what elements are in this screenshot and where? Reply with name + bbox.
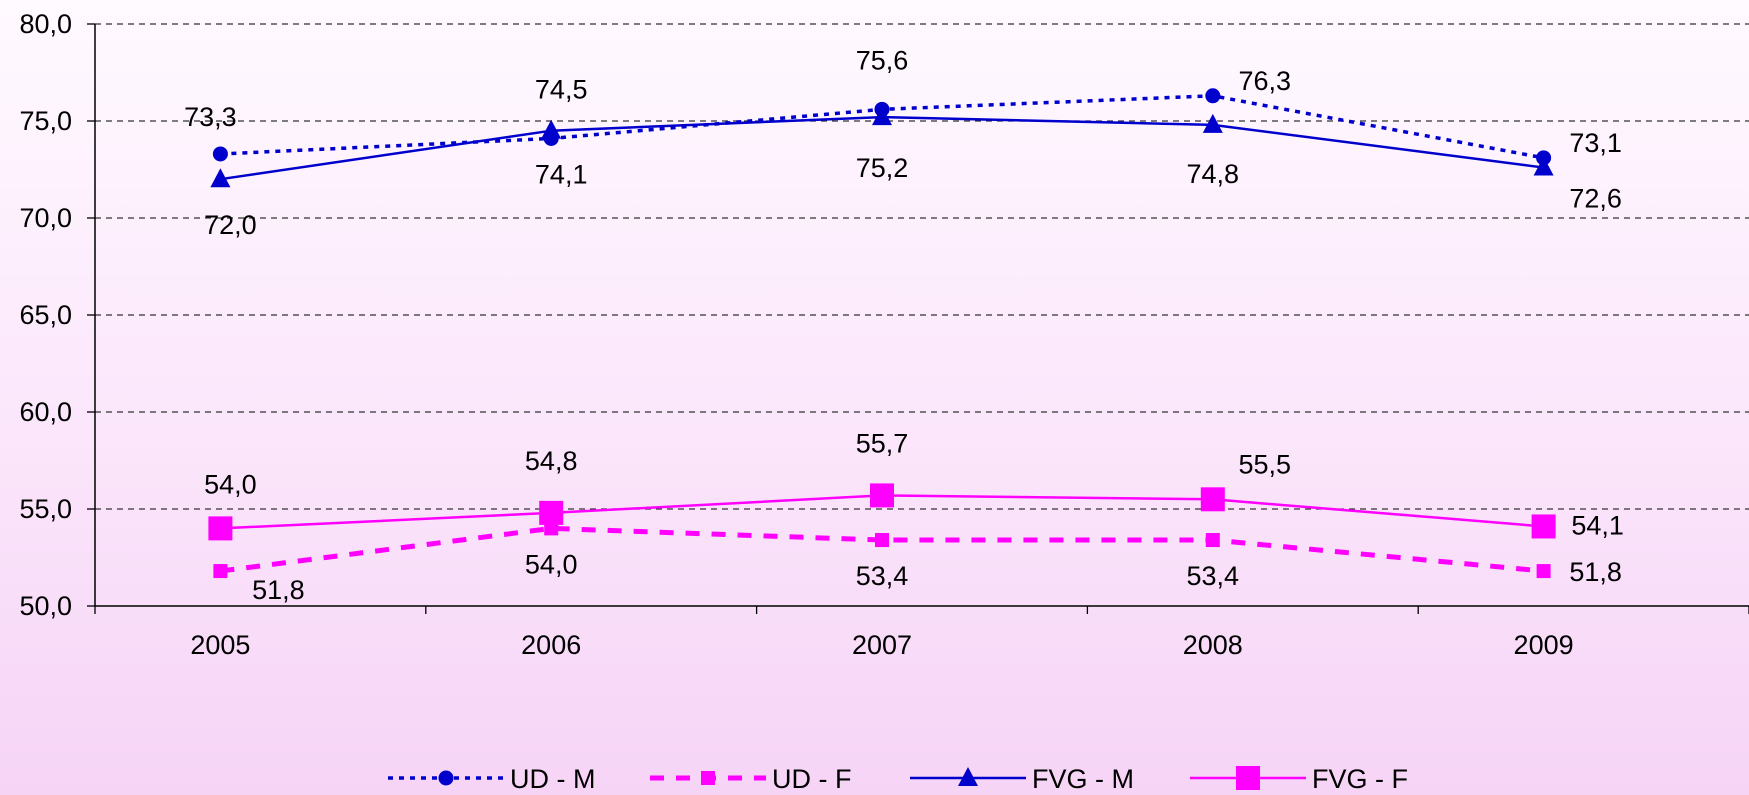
data-point-ud-f (875, 533, 889, 548)
data-point-fvg-f (539, 500, 564, 525)
data-point-fvg-f (870, 483, 894, 508)
data-point-ud-f (1205, 533, 1220, 548)
data-label-fvg-f: 54,8 (525, 446, 578, 476)
data-label-ud-f: 53,4 (1187, 561, 1240, 591)
data-point-fvg-m (1202, 113, 1223, 133)
y-axis-ticks: 50,0 55,0 60,0 65,0 70,0 75,0 80,0 (19, 9, 95, 621)
data-point-fvg-m (872, 106, 892, 126)
y-tick-label: 50,0 (19, 591, 72, 621)
series-lines (208, 88, 1556, 579)
legend-marker-fvg-m (958, 767, 978, 786)
x-axis-ticks: 2005 2006 2007 2008 2009 (94, 606, 1749, 660)
data-point-fvg-f (1200, 487, 1225, 512)
legend-marker-ud-m (438, 770, 454, 786)
legend: UD - M UD - F FVG - M FVG - F (388, 764, 1408, 794)
data-label-fvg-f: 54,1 (1571, 510, 1624, 540)
data-point-ud-f (213, 564, 228, 579)
data-point-ud-m (1205, 88, 1221, 104)
data-point-fvg-f (208, 516, 233, 541)
data-point-ud-m (212, 146, 228, 162)
data-point-fvg-f (1531, 514, 1556, 539)
data-label-fvg-m: 74,8 (1187, 159, 1240, 189)
x-tick-label: 2009 (1514, 630, 1574, 660)
y-tick-label: 60,0 (19, 397, 72, 427)
legend-label-ud-m: UD - M (510, 764, 595, 794)
x-tick-label: 2008 (1183, 630, 1243, 660)
x-tick-label: 2007 (852, 630, 912, 660)
gridlines (95, 23, 1749, 510)
x-tick-label: 2006 (521, 630, 581, 660)
data-label-fvg-m: 75,2 (856, 153, 909, 183)
data-point-fvg-m (210, 168, 231, 188)
data-label-ud-m: 73,1 (1569, 128, 1622, 158)
data-label-ud-m: 75,6 (856, 45, 909, 75)
legend-marker-fvg-f (1236, 766, 1260, 790)
data-point-ud-f (544, 521, 559, 536)
data-label-fvg-m: 74,5 (535, 75, 588, 105)
legend-label-ud-f: UD - F (772, 764, 851, 794)
x-tick-label: 2005 (190, 630, 250, 660)
data-point-fvg-m (1533, 156, 1554, 176)
data-label-ud-f: 53,4 (856, 561, 909, 591)
data-label-ud-m: 73,3 (184, 102, 237, 132)
data-label-fvg-f: 55,5 (1239, 449, 1292, 479)
data-point-fvg-m (541, 119, 562, 139)
data-label-ud-m: 74,1 (535, 159, 588, 189)
data-label-ud-f: 54,0 (525, 549, 578, 579)
data-labels: 73,3 74,1 75,6 76,3 73,1 51,8 54,0 53,4 53,4 51,8… (184, 45, 1624, 605)
data-label-fvg-m: 72,6 (1569, 184, 1622, 214)
data-label-fvg-f: 55,7 (856, 428, 909, 458)
data-label-fvg-f: 54,0 (204, 469, 257, 499)
y-tick-label: 75,0 (19, 106, 72, 136)
y-tick-label: 70,0 (19, 203, 72, 233)
data-label-ud-f: 51,8 (1569, 557, 1622, 587)
y-tick-label: 55,0 (19, 494, 72, 524)
data-label-fvg-m: 72,0 (204, 210, 257, 240)
data-label-ud-m: 76,3 (1239, 66, 1292, 96)
legend-marker-ud-f (701, 771, 715, 785)
data-label-ud-f: 51,8 (252, 575, 305, 605)
data-point-ud-f (1536, 564, 1551, 579)
y-tick-label: 80,0 (19, 9, 72, 39)
y-tick-label: 65,0 (19, 300, 72, 330)
legend-label-fvg-m: FVG - M (1032, 764, 1134, 794)
legend-label-fvg-f: FVG - F (1312, 764, 1408, 794)
